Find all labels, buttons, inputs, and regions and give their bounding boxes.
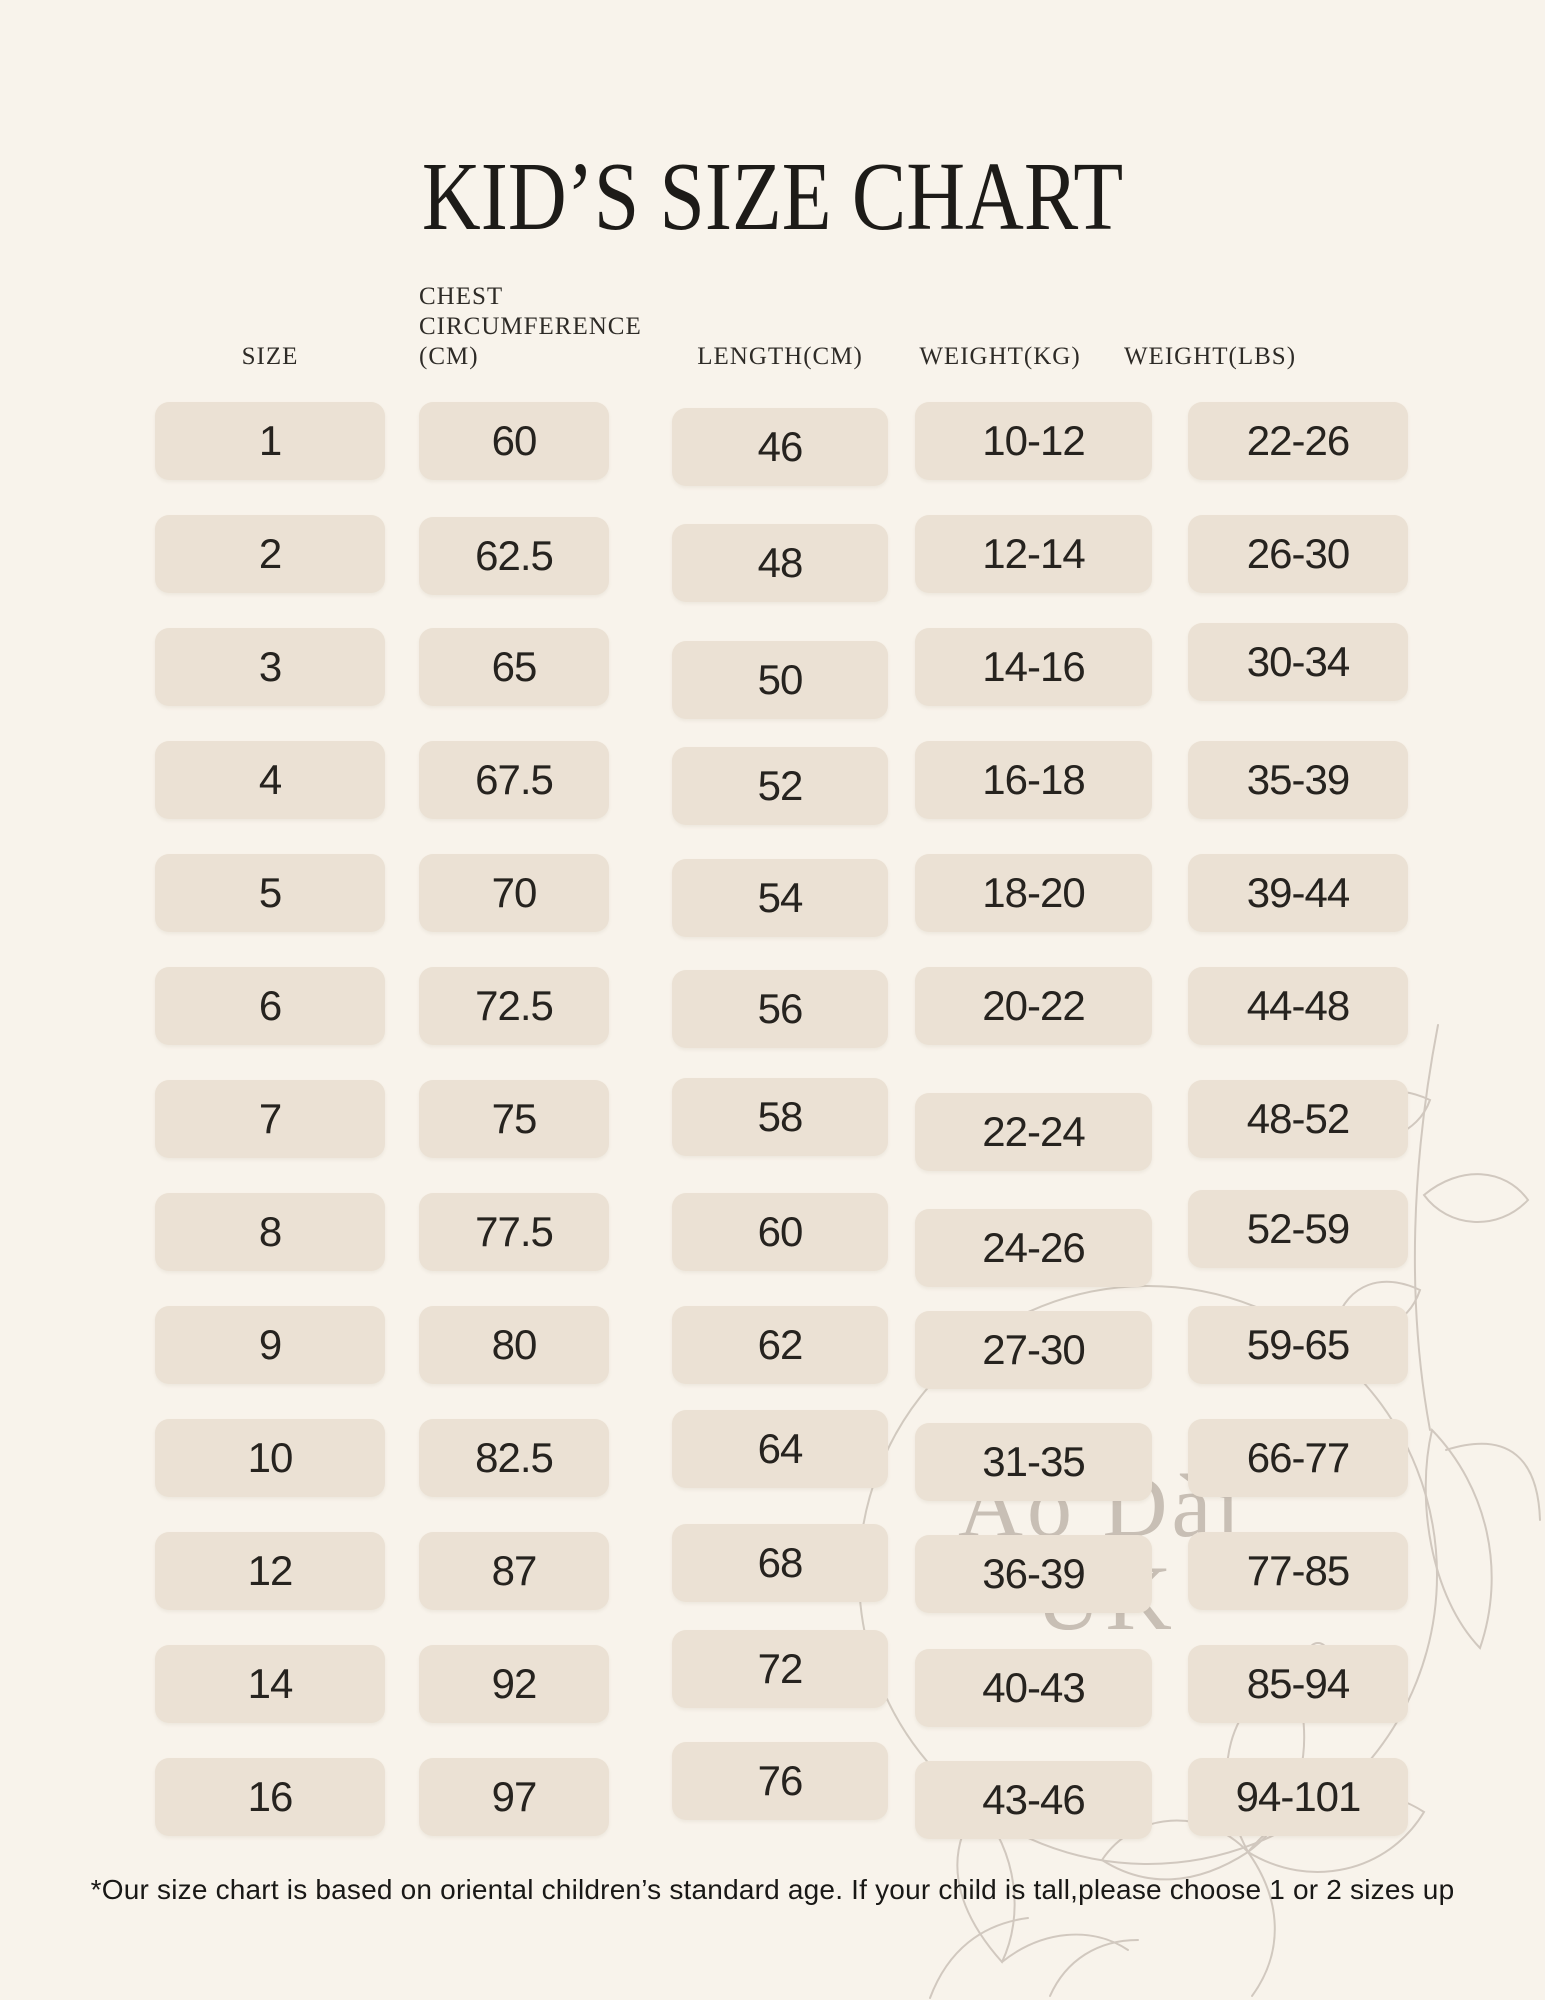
column-header-weight-lbs: WEIGHT(LBS) <box>1090 242 1330 372</box>
table-cell: 85-94 <box>1188 1645 1408 1723</box>
table-cell: 52-59 <box>1188 1190 1408 1268</box>
table-cell: 75 <box>419 1080 609 1158</box>
table-cell: 30-34 <box>1188 623 1408 701</box>
table-cell: 7 <box>155 1080 385 1158</box>
table-cell: 20-22 <box>915 967 1152 1045</box>
table-cell: 44-48 <box>1188 967 1408 1045</box>
table-cell: 46 <box>672 408 888 486</box>
table-cell: 16-18 <box>915 741 1152 819</box>
table-cell: 12-14 <box>915 515 1152 593</box>
table-cell: 3 <box>155 628 385 706</box>
table-cell: 77.5 <box>419 1193 609 1271</box>
table-cell: 5 <box>155 854 385 932</box>
table-cell: 62 <box>672 1306 888 1384</box>
table-cell: 2 <box>155 515 385 593</box>
table-cell: 22-24 <box>915 1093 1152 1171</box>
table-cell: 6 <box>155 967 385 1045</box>
table-cell: 72 <box>672 1630 888 1708</box>
table-cell: 66-77 <box>1188 1419 1408 1497</box>
table-cell: 60 <box>419 402 609 480</box>
table-cell: 24-26 <box>915 1209 1152 1287</box>
table-cell: 56 <box>672 970 888 1048</box>
column-header-size: SIZE <box>155 242 385 372</box>
table-cell: 62.5 <box>419 517 609 595</box>
table-cell: 77-85 <box>1188 1532 1408 1610</box>
table-cell: 22-26 <box>1188 402 1408 480</box>
table-cell: 10-12 <box>915 402 1152 480</box>
table-cell: 58 <box>672 1078 888 1156</box>
table-cell: 67.5 <box>419 741 609 819</box>
table-cell: 48-52 <box>1188 1080 1408 1158</box>
column-header-weight-kg: WEIGHT(KG) <box>880 242 1120 372</box>
table-cell: 94-101 <box>1188 1758 1408 1836</box>
table-cell: 76 <box>672 1742 888 1820</box>
column-header-label: WEIGHT(LBS) <box>1123 343 1297 370</box>
table-cell: 43-46 <box>915 1761 1152 1839</box>
column-header-length: LENGTH(CM) <box>662 242 898 372</box>
table-cell: 68 <box>672 1524 888 1602</box>
table-cell: 48 <box>672 524 888 602</box>
column-header-label: SIZE <box>241 343 299 370</box>
table-cell: 31-35 <box>915 1423 1152 1501</box>
table-cell: 54 <box>672 859 888 937</box>
table-cell: 64 <box>672 1410 888 1488</box>
page-title: KID’S SIZE CHART <box>421 143 1124 250</box>
table-cell: 65 <box>419 628 609 706</box>
table-cell: 12 <box>155 1532 385 1610</box>
table-cell: 52 <box>672 747 888 825</box>
column-header-label: WEIGHT(KG) <box>919 343 1081 370</box>
table-cell: 8 <box>155 1193 385 1271</box>
table-cell: 87 <box>419 1532 609 1610</box>
table-cell: 82.5 <box>419 1419 609 1497</box>
table-cell: 59-65 <box>1188 1306 1408 1384</box>
table-cell: 9 <box>155 1306 385 1384</box>
table-cell: 14-16 <box>915 628 1152 706</box>
table-cell: 27-30 <box>915 1311 1152 1389</box>
table-cell: 1 <box>155 402 385 480</box>
column-header-chest-circumference: CHEST CIRCUMFERENCE (CM) <box>419 242 699 372</box>
table-cell: 26-30 <box>1188 515 1408 593</box>
table-cell: 40-43 <box>915 1649 1152 1727</box>
table-cell: 36-39 <box>915 1535 1152 1613</box>
table-cell: 35-39 <box>1188 741 1408 819</box>
table-cell: 18-20 <box>915 854 1152 932</box>
table-cell: 92 <box>419 1645 609 1723</box>
footnote: *Our size chart is based on oriental chi… <box>90 1874 1455 1905</box>
table-cell: 50 <box>672 641 888 719</box>
table-cell: 72.5 <box>419 967 609 1045</box>
column-header-label: CHEST CIRCUMFERENCE (CM) <box>419 283 642 370</box>
table-cell: 10 <box>155 1419 385 1497</box>
table-cell: 70 <box>419 854 609 932</box>
table-cell: 60 <box>672 1193 888 1271</box>
table-cell: 16 <box>155 1758 385 1836</box>
table-cell: 97 <box>419 1758 609 1836</box>
column-header-label: LENGTH(CM) <box>697 343 863 370</box>
table-cell: 39-44 <box>1188 854 1408 932</box>
table-cell: 14 <box>155 1645 385 1723</box>
table-cell: 4 <box>155 741 385 819</box>
table-cell: 80 <box>419 1306 609 1384</box>
